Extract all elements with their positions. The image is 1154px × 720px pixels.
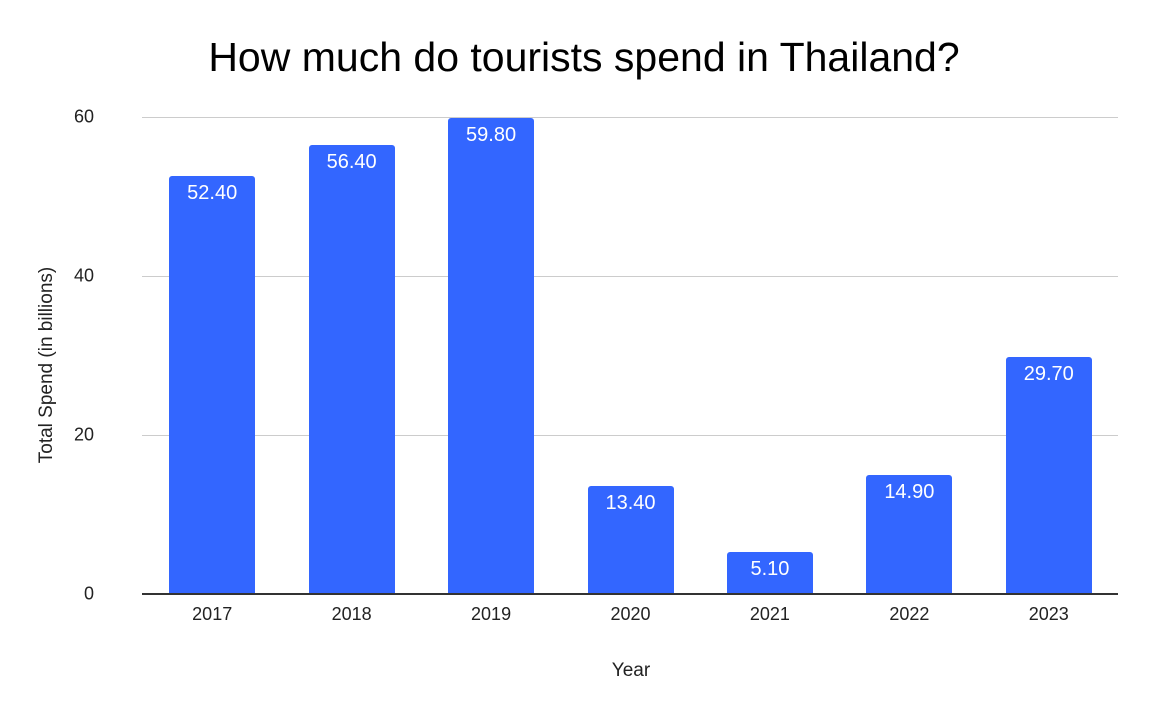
gridline xyxy=(142,117,1118,118)
bar-2019[interactable]: 59.80 xyxy=(448,117,535,593)
gridline xyxy=(142,435,1118,436)
bar-2020[interactable]: 13.40 xyxy=(587,486,674,593)
x-tick-label: 2022 xyxy=(889,604,930,624)
bar-data-label: 29.70 xyxy=(1023,362,1074,385)
y-tick-label: 60 xyxy=(73,106,94,127)
chart-title: How much do tourists spend in Thailand? xyxy=(208,34,960,80)
x-tick-label: 2017 xyxy=(192,604,233,624)
x-tick-label: 2018 xyxy=(331,604,372,624)
bar-data-label: 14.90 xyxy=(884,480,935,503)
x-tick-label: 2020 xyxy=(610,604,651,624)
x-tick-label: 2021 xyxy=(749,604,790,624)
y-tick-label: 40 xyxy=(73,265,94,286)
bar-2021[interactable]: 5.10 xyxy=(726,552,813,593)
bar-data-label: 13.40 xyxy=(605,492,656,515)
bar-2018[interactable]: 56.40 xyxy=(308,144,395,593)
y-tick-label: 20 xyxy=(73,424,94,445)
x-axis-line xyxy=(142,593,1118,595)
gridline xyxy=(142,276,1118,277)
bar-data-label: 52.40 xyxy=(187,182,238,205)
plot-area: 0 20 40 60 52.40 56.40 59.80 13.40 5.10 14.90 29.7… xyxy=(74,107,1118,604)
bar-data-label: 5.10 xyxy=(750,558,790,581)
bar-2017[interactable]: 52.40 xyxy=(169,176,256,593)
x-axis-label: Year xyxy=(611,660,651,681)
bar-2023[interactable]: 29.70 xyxy=(1005,356,1092,593)
bar-data-label: 56.40 xyxy=(326,150,377,173)
y-tick-label: 0 xyxy=(83,583,94,604)
x-tick-label: 2019 xyxy=(471,604,512,624)
bar-data-label: 59.80 xyxy=(466,123,517,146)
bar-2022[interactable]: 14.90 xyxy=(866,474,953,593)
x-tick-label: 2023 xyxy=(1028,604,1069,624)
